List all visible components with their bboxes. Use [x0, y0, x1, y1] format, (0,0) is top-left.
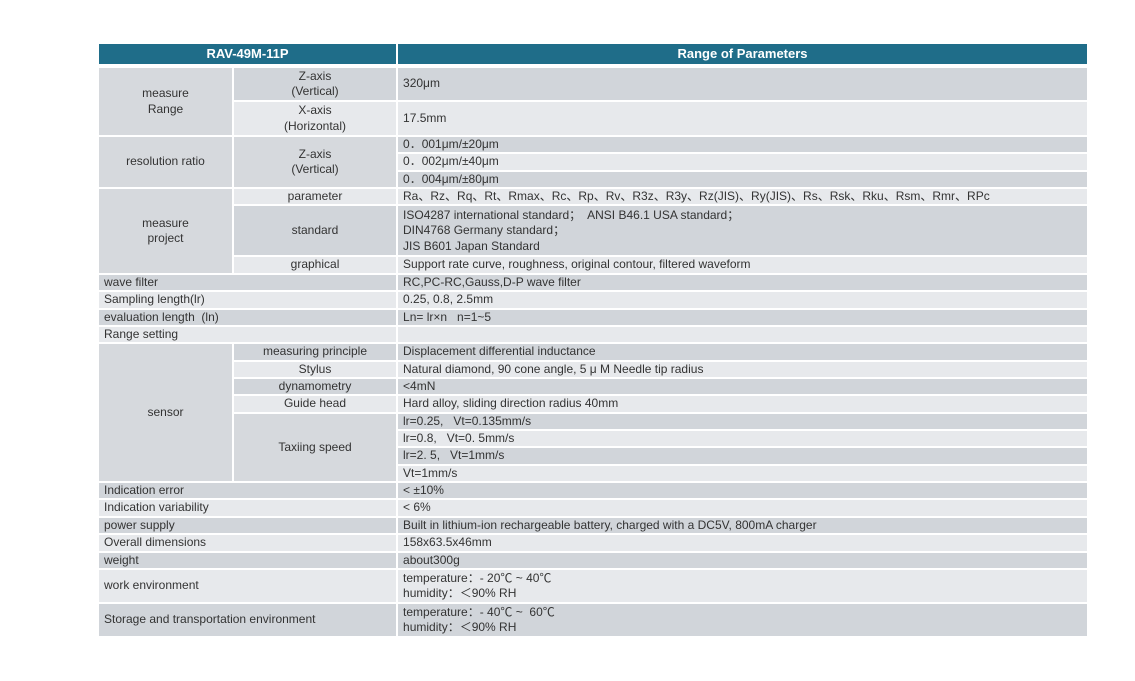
graphical-label: graphical: [231, 255, 399, 275]
wave-filter-value: RC,PC-RC,Gauss,D-P wave filter: [396, 272, 1090, 293]
indication-variability-value: < 6%: [396, 498, 1090, 518]
header-row: RAV-49M-11P Range of Parameters: [96, 42, 1090, 68]
row-power-supply: power supply Built in lithium-ion rechar…: [96, 515, 1090, 536]
guide-head-value: Hard alloy, sliding direction radius 40m…: [396, 394, 1090, 414]
row-taxiing-2: lr=0.8, Vt=0. 5mm/s: [98, 429, 1090, 449]
sampling-length-value: 0.25, 0.8, 2.5mm: [396, 290, 1090, 310]
row-overall-dimensions: Overall dimensions 158x63.5x46mm: [96, 533, 1090, 553]
row-resolution-3: 0．004μm/±80μm: [98, 169, 1090, 190]
row-standard: standard ISO4287 international standard；…: [98, 204, 1090, 258]
row-weight: weight about300g: [96, 550, 1090, 570]
row-guide-head: Guide head Hard alloy, sliding direction…: [98, 394, 1090, 414]
resolution-ratio-label: resolution ratio: [97, 134, 234, 190]
power-supply-value: Built in lithium-ion rechargeable batter…: [396, 515, 1090, 536]
range-setting-label: Range setting: [96, 324, 399, 345]
overall-dimensions-value: 158x63.5x46mm: [396, 533, 1090, 553]
standard-value: ISO4287 international standard； ANSI B46…: [396, 204, 1090, 258]
stylus-label: Stylus: [231, 359, 399, 379]
row-indication-error: Indication error < ±10%: [96, 481, 1090, 501]
measure-range-label: measure Range: [97, 65, 234, 137]
sensor-label: sensor: [97, 342, 234, 484]
parameter-value: Ra、Rz、Rq、Rt、Rmax、Rc、Rp、Rv、R3z、R3y、Rz(JIS…: [396, 187, 1090, 207]
evaluation-length-label: evaluation length (ln): [96, 307, 399, 327]
spec-table: RAV-49M-11P Range of Parameters measure …: [96, 42, 1090, 638]
taxiing-speed-value-4: Vt=1mm/s: [396, 463, 1090, 484]
standard-label: standard: [231, 204, 399, 258]
taxiing-speed-label: Taxiing speed: [231, 411, 399, 484]
row-evaluation-length: evaluation length (ln) Ln= lr×n n=1~5: [96, 307, 1090, 327]
range-setting-value: [396, 324, 1090, 345]
row-storage-environment: Storage and transportation environment t…: [96, 601, 1090, 638]
x-axis-label: X-axis (Horizontal): [231, 100, 399, 137]
row-dynamometry: dynamometry <4mN: [98, 376, 1090, 397]
resolution-value-1: 0．001μm/±20μm: [396, 134, 1090, 155]
parameter-label: parameter: [231, 187, 399, 207]
measuring-principle-value: Displacement differential inductance: [396, 342, 1090, 362]
weight-label: weight: [96, 550, 399, 570]
work-environment-value: temperature：- 20℃ ~ 40℃ humidity：＜90% RH: [396, 567, 1090, 604]
taxiing-speed-value-1: lr=0.25, Vt=0.135mm/s: [396, 411, 1090, 432]
row-taxiing-1: Taxiing speed lr=0.25, Vt=0.135mm/s: [98, 411, 1090, 484]
row-range-setting: Range setting: [96, 324, 1090, 345]
measure-project-label: measure project: [97, 187, 234, 275]
sampling-length-label: Sampling length(lr): [96, 290, 399, 310]
header-model-cell: RAV-49M-11P: [96, 42, 399, 68]
weight-value: about300g: [396, 550, 1090, 570]
storage-environment-label: Storage and transportation environment: [96, 601, 399, 638]
row-sampling-length: Sampling length(lr) 0.25, 0.8, 2.5mm: [96, 290, 1090, 310]
resolution-value-3: 0．004μm/±80μm: [396, 169, 1090, 190]
row-wave-filter: wave filter RC,PC-RC,Gauss,D-P wave filt…: [96, 272, 1090, 293]
z-axis-value: 320μm: [396, 65, 1090, 102]
resolution-value-2: 0．002μm/±40μm: [396, 152, 1090, 172]
resolution-axis-label: Z-axis (Vertical): [231, 134, 399, 190]
header-range-title-cell: Range of Parameters: [396, 42, 1090, 68]
storage-environment-value: temperature：- 40℃ ~ 60℃ humidity：＜90% RH: [396, 601, 1090, 638]
indication-variability-label: Indication variability: [96, 498, 399, 518]
z-axis-label: Z-axis (Vertical): [231, 65, 399, 102]
row-taxiing-3: lr=2. 5, Vt=1mm/s: [98, 446, 1090, 466]
overall-dimensions-label: Overall dimensions: [96, 533, 399, 553]
row-taxiing-4: Vt=1mm/s: [98, 463, 1090, 484]
work-environment-label: work environment: [96, 567, 399, 604]
dynamometry-label: dynamometry: [231, 376, 399, 397]
graphical-value: Support rate curve, roughness, original …: [396, 255, 1090, 275]
wave-filter-label: wave filter: [96, 272, 399, 293]
dynamometry-value: <4mN: [396, 376, 1090, 397]
taxiing-speed-value-2: lr=0.8, Vt=0. 5mm/s: [396, 429, 1090, 449]
evaluation-length-value: Ln= lr×n n=1~5: [396, 307, 1090, 327]
guide-head-label: Guide head: [231, 394, 399, 414]
taxiing-speed-value-3: lr=2. 5, Vt=1mm/s: [396, 446, 1090, 466]
indication-error-label: Indication error: [96, 481, 399, 501]
row-resolution-1: resolution ratio Z-axis (Vertical) 0．001…: [97, 134, 1090, 190]
row-measure-range-x: X-axis (Horizontal) 17.5mm: [98, 100, 1090, 137]
power-supply-label: power supply: [96, 515, 399, 536]
row-indication-variability: Indication variability < 6%: [96, 498, 1090, 518]
row-measuring-principle: sensor measuring principle Displacement …: [97, 342, 1090, 484]
indication-error-value: < ±10%: [396, 481, 1090, 501]
row-resolution-2: 0．002μm/±40μm: [98, 152, 1090, 172]
row-work-environment: work environment temperature：- 20℃ ~ 40℃…: [96, 567, 1090, 604]
measuring-principle-label: measuring principle: [231, 342, 399, 362]
row-parameter: measure project parameter Ra、Rz、Rq、Rt、Rm…: [97, 187, 1090, 275]
x-axis-value: 17.5mm: [396, 100, 1090, 137]
stylus-value: Natural diamond, 90 cone angle, 5 μ M Ne…: [396, 359, 1090, 379]
row-measure-range-z: measure Range Z-axis (Vertical) 320μm: [97, 65, 1090, 137]
row-graphical: graphical Support rate curve, roughness,…: [98, 255, 1090, 275]
row-stylus: Stylus Natural diamond, 90 cone angle, 5…: [98, 359, 1090, 379]
